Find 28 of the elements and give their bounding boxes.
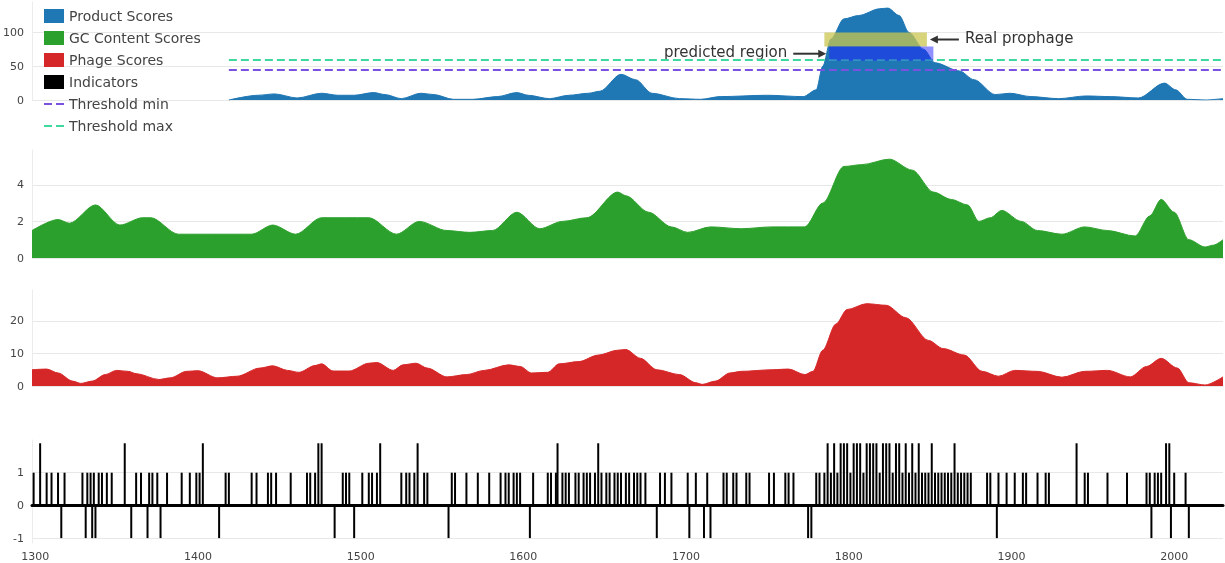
legend-label: Threshold max — [68, 118, 173, 134]
band-label: Real prophage — [964, 29, 1074, 48]
y-tick-label: 0 — [17, 498, 24, 512]
y-tick-label: 0 — [17, 251, 24, 265]
y-tick-label: 100 — [3, 25, 24, 39]
y-tick-label: 50 — [10, 59, 24, 73]
y-tick-label: -1 — [13, 531, 24, 545]
y-tick-label: 0 — [17, 93, 24, 107]
y-tick-label: 10 — [10, 346, 24, 360]
legend-label: Product Scores — [69, 8, 174, 24]
x-tick-label: 1500 — [346, 550, 375, 563]
x-tick-label: 1800 — [834, 550, 863, 563]
x-tick-label: 1600 — [509, 550, 538, 563]
band-label: predicted region — [663, 43, 788, 62]
legend-label: Threshold min — [68, 96, 169, 112]
x-tick-label: 1400 — [183, 550, 212, 563]
y-tick-label: 4 — [17, 178, 24, 192]
x-tick-label: 1900 — [997, 550, 1026, 563]
x-tick-label: 2000 — [1160, 550, 1189, 563]
x-tick-label: 1700 — [672, 550, 701, 563]
y-tick-label: 0 — [17, 379, 24, 393]
x-tick-label: 1300 — [21, 550, 50, 563]
y-tick-label: 1 — [17, 466, 24, 480]
legend-label: Indicators — [69, 74, 139, 90]
y-tick-label: 20 — [10, 314, 24, 328]
y-tick-label: 2 — [17, 214, 24, 228]
legend-label: Phage Scores — [69, 52, 164, 68]
legend-label: GC Content Scores — [69, 30, 201, 46]
